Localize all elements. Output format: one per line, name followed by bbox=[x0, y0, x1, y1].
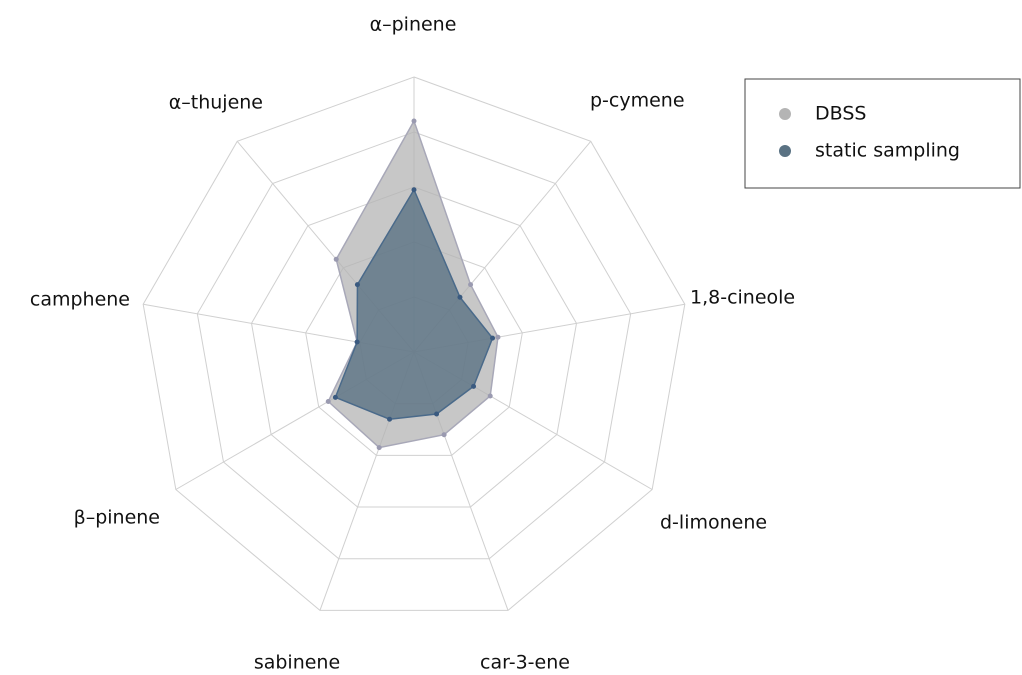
axis-label: sabinene bbox=[254, 652, 340, 674]
point bbox=[468, 282, 474, 288]
point bbox=[434, 411, 440, 417]
axis-label: car-3-ene bbox=[480, 652, 570, 674]
point bbox=[332, 394, 338, 400]
point bbox=[487, 393, 493, 399]
point bbox=[490, 335, 496, 341]
point bbox=[376, 445, 382, 451]
legend-label: DBSS bbox=[815, 103, 866, 125]
point bbox=[471, 383, 477, 389]
axis-label: α–pinene bbox=[370, 14, 457, 36]
point bbox=[495, 334, 501, 340]
axis-label: d-limonene bbox=[660, 512, 767, 534]
axis-label: 1,8-cineole bbox=[690, 287, 795, 309]
axis-label: p-cymene bbox=[590, 90, 685, 112]
point bbox=[333, 256, 339, 262]
grid-ring bbox=[196, 131, 632, 560]
point bbox=[411, 187, 417, 193]
axis-label: α–thujene bbox=[169, 92, 263, 114]
point bbox=[411, 118, 417, 124]
grid-ring bbox=[250, 186, 578, 508]
point bbox=[325, 399, 331, 404]
grid-ring bbox=[305, 241, 523, 456]
point bbox=[354, 282, 360, 288]
series-area bbox=[334, 188, 494, 420]
grid-ring bbox=[142, 76, 686, 611]
legend-label: static sampling bbox=[815, 140, 960, 162]
axis-label: camphene bbox=[30, 289, 130, 311]
point bbox=[354, 339, 360, 345]
point bbox=[441, 432, 447, 438]
legend-marker bbox=[779, 108, 791, 120]
legend-marker bbox=[779, 145, 791, 157]
axis-label: β–pinene bbox=[74, 507, 160, 529]
point bbox=[387, 416, 393, 422]
point bbox=[457, 294, 463, 300]
legend-box bbox=[744, 78, 1021, 189]
